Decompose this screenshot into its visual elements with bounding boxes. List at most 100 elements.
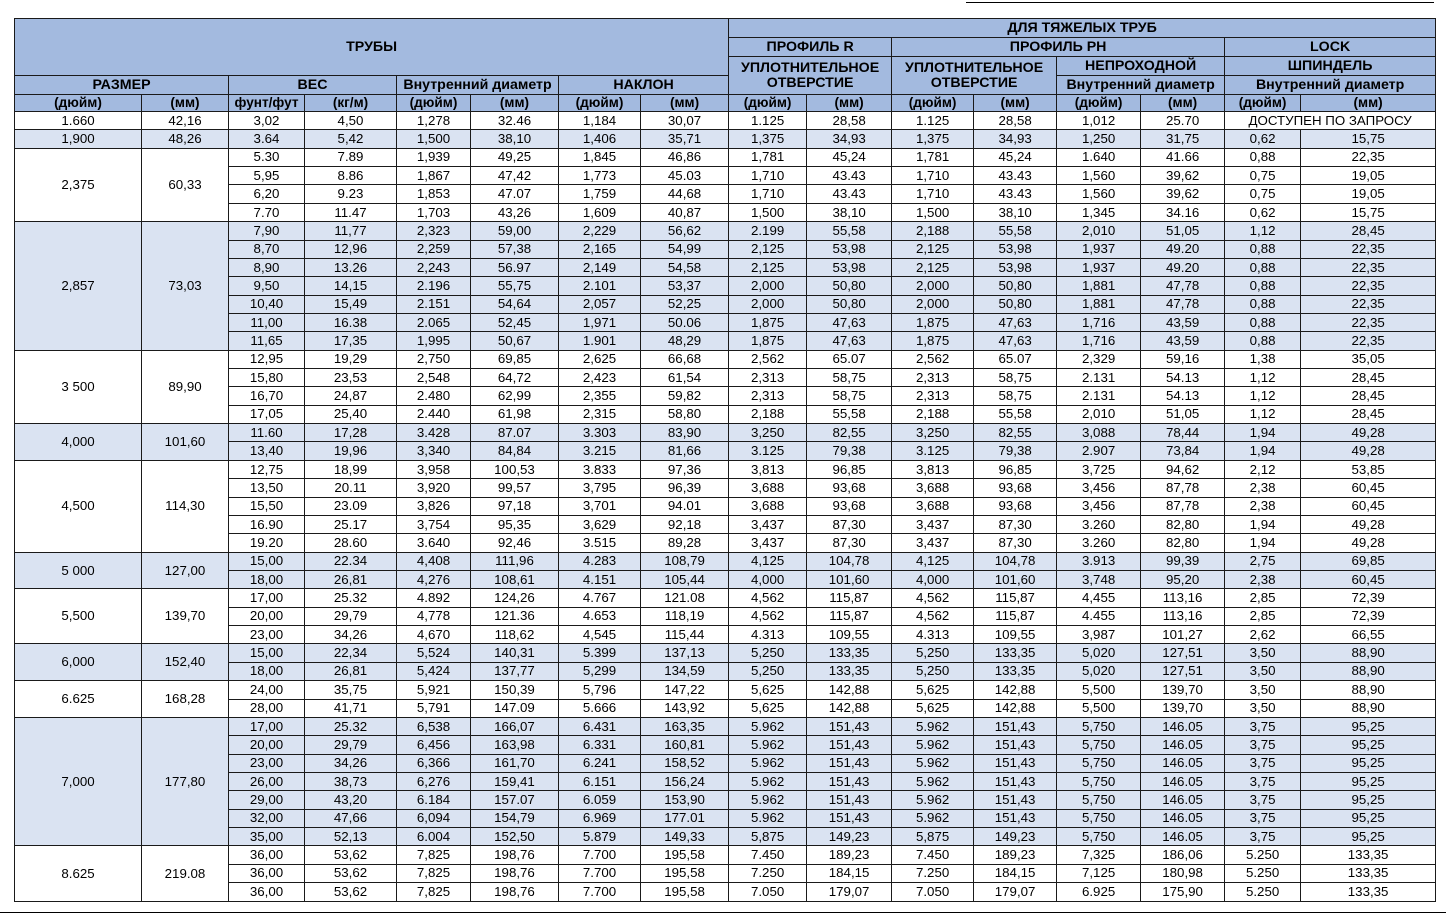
value-cell: 50.06 (639, 312, 730, 333)
value-cell: 6.184 (396, 790, 471, 810)
table-row: 20,00 29,79 4,778 121.36 4.653 118,19 4,562 115… (15, 606, 1437, 627)
value-cell: 1,560 (1056, 166, 1142, 186)
size-mm-cell: 101,60 (141, 423, 229, 461)
value-cell: 133,35 (806, 661, 893, 682)
value-cell: 1,939 (396, 147, 471, 168)
value-cell: 2.480 (396, 386, 471, 406)
value-cell: 34,93 (806, 129, 893, 149)
value-cell: 2,562 (728, 349, 808, 370)
value-cell: 1.125 (891, 110, 975, 131)
value-cell: 7.250 (728, 863, 808, 884)
value-cell: 50,80 (973, 276, 1058, 296)
value-cell: 53,98 (806, 239, 893, 259)
value-cell: 34,26 (304, 753, 397, 773)
value-cell: 2,125 (728, 239, 808, 259)
value-cell: 3.260 (1056, 533, 1142, 553)
size-inch-cell: 7,000 (14, 716, 142, 847)
value-cell: 5.962 (728, 716, 808, 737)
value-cell: 1,94 (1224, 441, 1302, 461)
value-cell: 6,366 (396, 753, 471, 773)
value-cell: 96,85 (806, 459, 893, 480)
size-inch-cell: 2,857 (14, 221, 142, 351)
value-cell: 36,00 (228, 882, 305, 902)
value-cell: 177.01 (639, 808, 730, 829)
value-cell: 60,45 (1300, 496, 1437, 516)
value-cell: 5,625 (891, 680, 975, 700)
value-cell: 3,813 (891, 459, 975, 480)
value-cell: 47,63 (806, 331, 893, 351)
value-cell: 186,06 (1140, 845, 1226, 865)
value-cell: 45,24 (973, 147, 1058, 168)
value-cell: 12,75 (228, 459, 305, 480)
table-row: 5,95 8.86 1,867 47,42 1,773 45.03 1,710 43.43 1,… (15, 166, 1437, 186)
value-cell: 5.666 (558, 698, 641, 718)
value-cell: 3.215 (558, 441, 641, 461)
value-cell: 3,75 (1224, 808, 1302, 829)
value-cell: 19.20 (228, 533, 305, 553)
value-cell: 22,35 (1300, 257, 1437, 278)
unit-label: (дюйм) (14, 94, 142, 112)
value-cell: 2.131 (1056, 386, 1142, 406)
value-cell: 151,43 (973, 771, 1058, 792)
value-cell: 198,76 (470, 845, 559, 865)
value-cell: 2,423 (558, 368, 641, 388)
value-cell: 2,188 (728, 404, 808, 425)
value-cell: 25.32 (304, 588, 397, 608)
value-cell: 3.260 (1056, 514, 1142, 535)
value-cell: 5,299 (558, 661, 641, 682)
value-cell: 118,62 (470, 625, 559, 645)
value-cell: 137,13 (639, 643, 730, 663)
value-cell: 0,75 (1224, 166, 1302, 186)
value-cell: 3,75 (1224, 735, 1302, 755)
value-cell: 5.962 (891, 790, 975, 810)
value-cell: 1,406 (558, 129, 641, 149)
value-cell: 43,59 (1140, 331, 1226, 351)
value-cell: 23,00 (228, 753, 305, 773)
value-cell: 7.050 (728, 882, 808, 902)
value-cell: 159,41 (470, 771, 559, 792)
value-cell: 61,54 (639, 368, 730, 388)
value-cell: 1,94 (1224, 423, 1302, 443)
value-cell: 47,63 (973, 331, 1058, 351)
value-cell: 22,35 (1300, 331, 1437, 351)
table-row: 8,90 13.26 2,243 56.97 2,149 54,58 2,125 53,98 2… (15, 257, 1437, 278)
value-cell: 53,85 (1300, 459, 1437, 480)
value-cell: 4,778 (396, 606, 471, 627)
value-cell: 49.20 (1140, 257, 1226, 278)
value-cell: 34,26 (304, 625, 397, 645)
value-cell: 97,36 (639, 459, 730, 480)
unit-label: (мм) (639, 94, 730, 112)
value-cell: 26,00 (228, 771, 305, 792)
value-cell: 81,66 (639, 441, 730, 461)
value-cell: 56,62 (639, 221, 730, 241)
value-cell: 11.60 (228, 423, 305, 443)
unit-label: (дюйм) (891, 94, 975, 112)
value-cell: 5.962 (728, 790, 808, 810)
unit-label: (кг/м) (304, 94, 397, 112)
value-cell: 1.901 (558, 331, 641, 351)
value-cell: 118,19 (639, 606, 730, 627)
value-cell: 92,18 (639, 514, 730, 535)
value-cell: 22,35 (1300, 294, 1437, 314)
table-row: 2,375 60,33 5.30 7.89 1,939 49,25 1,845 46,86 1,… (14, 147, 1437, 223)
size-mm-cell: 177,80 (141, 716, 229, 847)
value-cell: 5,250 (728, 643, 808, 663)
value-cell: 149,33 (639, 827, 730, 847)
size-mm-cell: 219.08 (141, 845, 229, 902)
table-row: 5 000 127,00 15,00 22.34 4,408 111,96 4.283 108… (14, 551, 1437, 590)
size-mm-cell: 114,30 (141, 459, 229, 553)
table-row: 35,00 52,13 6.004 152,50 5.879 149,33 5,875 149… (15, 827, 1437, 847)
value-cell: 54,99 (639, 239, 730, 259)
value-cell: 53,37 (639, 276, 730, 296)
value-cell: 5,424 (396, 661, 471, 682)
value-cell: 1,345 (1056, 202, 1142, 223)
value-cell: 16.38 (304, 312, 397, 333)
value-cell: 92,46 (470, 533, 559, 553)
value-cell: 1,971 (558, 312, 641, 333)
value-cell: 151,43 (806, 790, 893, 810)
value-cell: 5.250 (1224, 882, 1302, 902)
value-cell: 28,45 (1300, 368, 1437, 388)
value-cell: 1,875 (891, 312, 975, 333)
value-cell: 4,670 (396, 625, 471, 645)
table-row: 3 500 89,90 12,95 19,29 2,750 69,85 2,625 66,68… (14, 349, 1437, 425)
